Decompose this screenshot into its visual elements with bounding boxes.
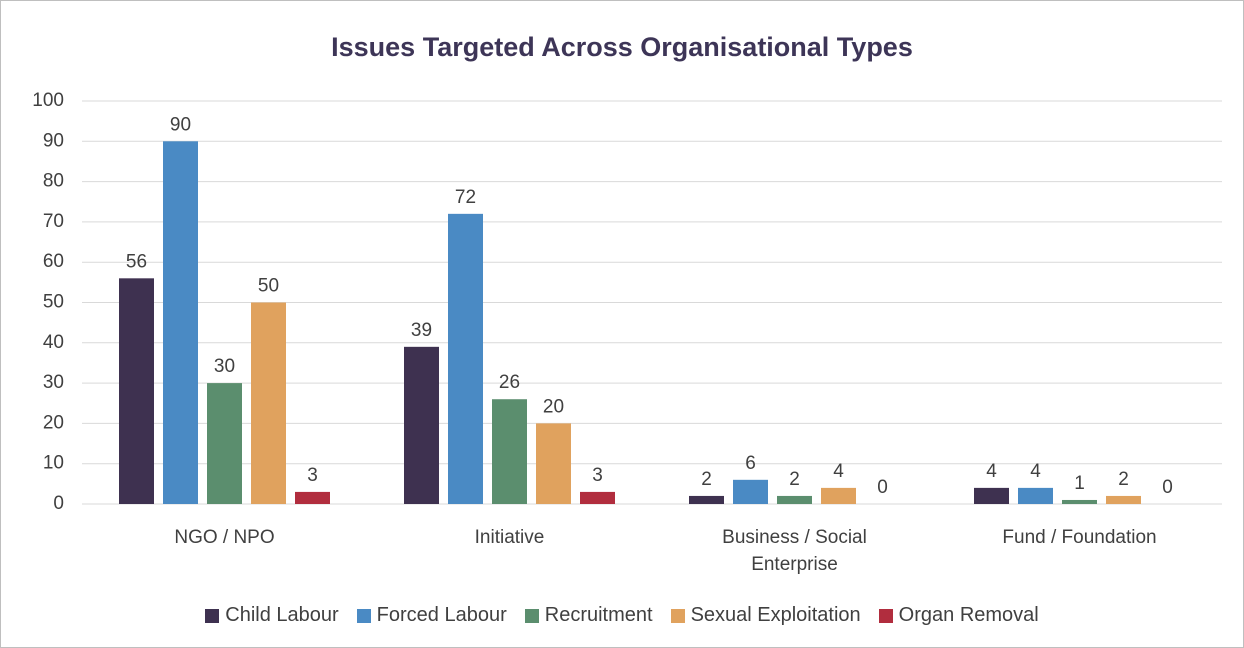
legend-label: Sexual Exploitation (690, 604, 861, 626)
bar (448, 213, 483, 504)
legend-item: Recruitment (524, 604, 653, 627)
legend-label: Forced Labour (376, 604, 507, 626)
data-label: 0 (877, 477, 888, 498)
y-tick-label: 80 (43, 171, 64, 192)
bar (1018, 487, 1053, 504)
data-label: 3 (307, 465, 318, 486)
bar (1106, 495, 1141, 504)
y-tick-label: 50 (43, 292, 64, 313)
data-label: 30 (214, 356, 235, 377)
data-label: 0 (1162, 477, 1173, 498)
y-tick-label: 40 (43, 332, 64, 353)
legend: Child Labour Forced Labour Recruitment Sexu… (0, 604, 1244, 627)
data-label: 50 (258, 276, 279, 297)
legend-swatch (670, 608, 685, 623)
legend-label: Child Labour (225, 604, 339, 626)
bar (974, 487, 1009, 504)
data-label: 4 (1030, 461, 1041, 482)
bar (1062, 499, 1097, 504)
x-tick-label: Initiative (474, 527, 545, 548)
x-tick-label: Business / Social Enterprise (722, 527, 867, 575)
data-label: 3 (592, 465, 603, 486)
legend-label: Recruitment (544, 604, 653, 626)
bar (207, 383, 242, 504)
y-tick-label: 60 (43, 251, 64, 272)
bar (119, 278, 154, 504)
y-tick-label: 10 (43, 453, 64, 474)
x-tick-label: Fund / Foundation (1002, 527, 1157, 548)
chart-title: Issues Targeted Across Organisational Ty… (331, 32, 913, 62)
data-label: 2 (789, 469, 800, 490)
bar (536, 423, 571, 504)
bar (492, 399, 527, 504)
legend-item: Sexual Exploitation (670, 604, 861, 627)
legend-swatch (878, 608, 893, 623)
bar (251, 302, 286, 504)
data-label: 4 (986, 461, 997, 482)
bar (733, 479, 768, 504)
y-tick-label: 90 (43, 130, 64, 151)
data-label: 56 (126, 251, 147, 272)
data-label: 4 (833, 461, 844, 482)
bar (821, 487, 856, 504)
y-tick-label: 0 (53, 493, 64, 514)
data-label: 20 (543, 396, 564, 417)
data-label: 2 (701, 469, 712, 490)
data-label: 6 (745, 453, 756, 474)
bar (295, 491, 330, 504)
bar (689, 495, 724, 504)
data-label: 39 (411, 320, 432, 341)
bar (777, 495, 812, 504)
data-label: 1 (1074, 473, 1085, 494)
bar (404, 346, 439, 504)
data-label: 90 (170, 114, 191, 135)
y-tick-label: 70 (43, 211, 64, 232)
data-label: 26 (499, 372, 520, 393)
y-tick-label: 100 (32, 90, 64, 111)
legend-label: Organ Removal (898, 604, 1039, 626)
legend-swatch (205, 608, 220, 623)
legend-swatch (524, 608, 539, 623)
bar (580, 491, 615, 504)
legend-swatch (356, 608, 371, 623)
bar (163, 141, 198, 505)
legend-item: Organ Removal (878, 604, 1039, 627)
data-label: 72 (455, 187, 476, 208)
legend-item: Child Labour (205, 604, 339, 627)
x-tick-label: NGO / NPO (174, 527, 275, 548)
legend-item: Forced Labour (356, 604, 507, 627)
data-label: 2 (1118, 469, 1129, 490)
y-tick-label: 30 (43, 372, 64, 393)
y-tick-label: 20 (43, 412, 64, 433)
